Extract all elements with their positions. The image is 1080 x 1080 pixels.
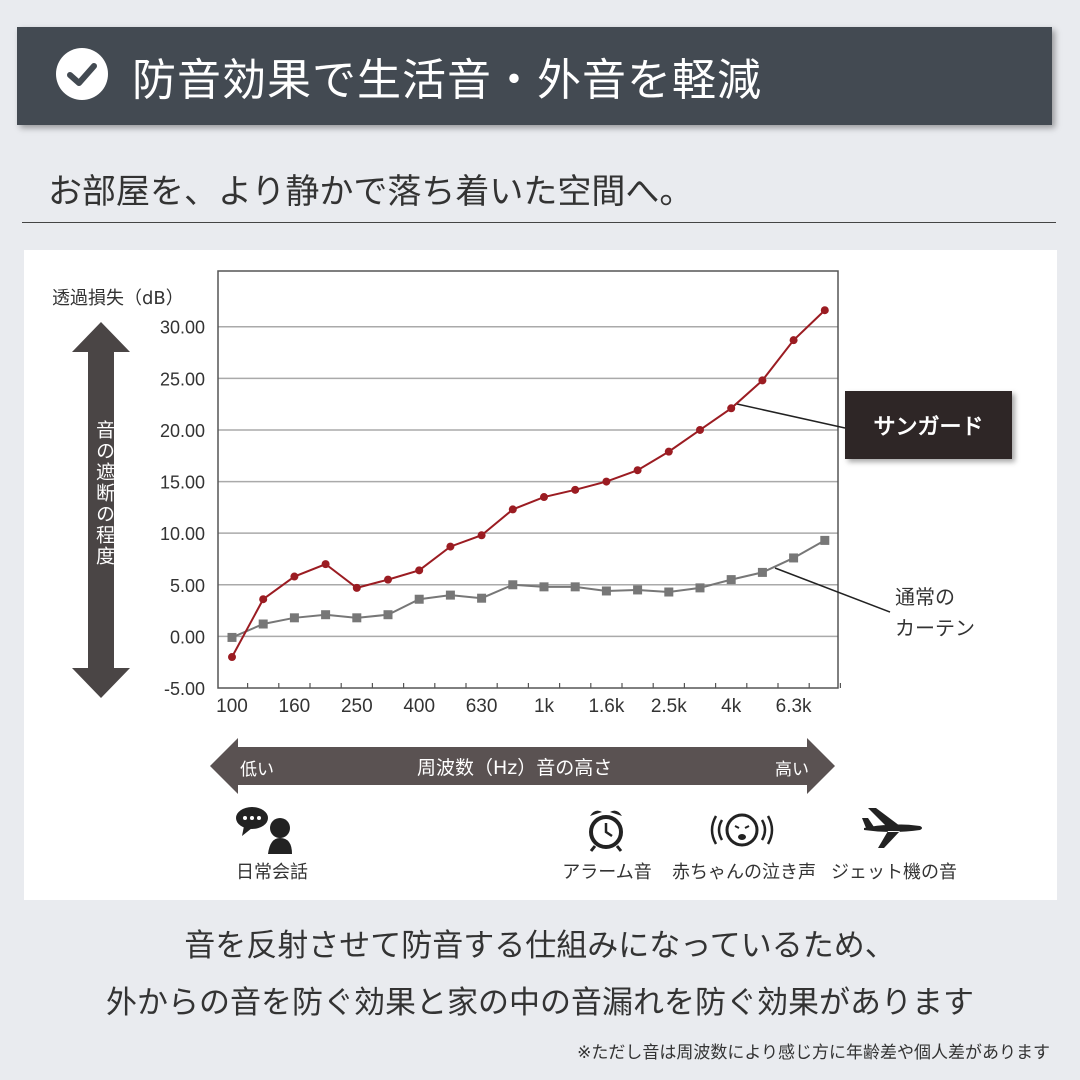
x-tick-label: 100 (216, 696, 248, 717)
data-point (633, 585, 643, 595)
icon-label-alarm: アラーム音 (562, 862, 652, 883)
data-point (540, 493, 548, 502)
data-point (228, 653, 236, 662)
y-tick-label: 15.00 (160, 473, 205, 493)
legend-sungard: サンガード (845, 391, 1012, 459)
y-double-arrow (72, 322, 130, 698)
data-point (384, 575, 392, 584)
y-tick-label: 10.00 (160, 524, 205, 544)
header-banner (17, 27, 1052, 125)
data-point (727, 404, 736, 413)
data-point (570, 582, 580, 592)
subtitle: お部屋を、より静かで落ち着いた空間へ。 (48, 172, 694, 212)
data-point (258, 619, 268, 629)
x-tick-label: 1k (534, 696, 555, 717)
legend-curtain-line2: カーテン (895, 616, 975, 640)
legend-curtain: 通常の カーテン (895, 582, 975, 644)
leader-line-curtain (774, 567, 891, 613)
data-point (789, 336, 798, 345)
y-tick-label: 25.00 (160, 369, 205, 389)
y-tick-label: 20.00 (160, 421, 205, 441)
data-point (696, 425, 704, 434)
plot-frame (217, 270, 839, 689)
leader-line-sungard (736, 403, 846, 429)
freq-low-label: 低い (240, 760, 274, 780)
footer-line2: 外からの音を防ぐ効果と家の中の音漏れを防ぐ効果があります (106, 985, 974, 1021)
frequency-arrow (210, 738, 835, 794)
y-axis-label: 透過損失（dB） (52, 288, 184, 309)
data-point (726, 575, 736, 585)
data-point (820, 535, 830, 545)
data-point (695, 583, 705, 593)
data-point (601, 586, 611, 596)
data-point (477, 593, 487, 603)
icon-label-jet: ジェット機の音 (831, 862, 957, 883)
data-point (758, 376, 767, 385)
y-tick-label: -5.00 (164, 679, 205, 699)
data-point (508, 580, 518, 590)
freq-center-label: 周波数（Hz）音の高さ (417, 757, 613, 779)
data-point (321, 560, 330, 569)
data-point (820, 306, 829, 315)
data-point (477, 531, 486, 540)
header-title: 防音効果で生活音・外音を軽減 (132, 55, 762, 106)
data-point (446, 542, 455, 551)
data-point (757, 567, 767, 577)
icon-label-baby: 赤ちゃんの泣き声 (672, 862, 816, 883)
icon-label-conversation: 日常会話 (236, 862, 308, 883)
freq-high-label: 高い (775, 760, 809, 780)
data-point (664, 447, 673, 456)
data-point (508, 505, 517, 514)
legend-curtain-line1: 通常の (895, 585, 955, 609)
data-point (383, 610, 393, 620)
y-tick-label: 30.00 (160, 318, 205, 338)
data-point (290, 572, 299, 581)
data-point (227, 632, 237, 642)
conversation-icon (236, 807, 292, 854)
footer-line1: 音を反射させて防音する仕組みになっているため、 (184, 928, 896, 964)
data-point (352, 613, 362, 623)
alarm-clock-icon (589, 810, 623, 852)
x-tick-label: 250 (341, 696, 373, 717)
footer-note: ※ただし音は周波数により感じ方に年齢差や個人差があります (577, 1043, 1050, 1063)
data-point (539, 582, 549, 592)
data-point (664, 587, 674, 597)
data-point (414, 594, 424, 604)
chart-panel (24, 250, 1057, 900)
x-tick-label: 4k (721, 696, 742, 717)
check-circle-icon (56, 48, 108, 100)
x-tick-label: 400 (403, 696, 435, 717)
data-point (571, 485, 580, 494)
x-tick-label: 1.6k (588, 696, 624, 717)
data-point (445, 590, 455, 600)
data-point (602, 477, 611, 486)
data-point (789, 553, 799, 563)
x-tick-label: 160 (279, 696, 311, 717)
airplane-icon (862, 808, 922, 848)
data-point (415, 566, 424, 575)
crying-baby-icon (710, 813, 774, 847)
y-tick-label: 0.00 (170, 627, 205, 647)
data-point (321, 610, 331, 620)
data-point (289, 613, 299, 623)
y-tick-label: 5.00 (170, 576, 205, 596)
divider (22, 222, 1056, 223)
x-tick-label: 2.5k (651, 696, 687, 717)
data-point (633, 466, 642, 475)
x-tick-label: 6.3k (776, 696, 812, 717)
data-point (352, 583, 361, 592)
series-line (231, 539, 826, 639)
series-line (231, 309, 826, 658)
data-point (259, 595, 268, 604)
y-arrow-label: 音の遮断の程度 (93, 420, 115, 567)
x-tick-label: 630 (466, 696, 498, 717)
